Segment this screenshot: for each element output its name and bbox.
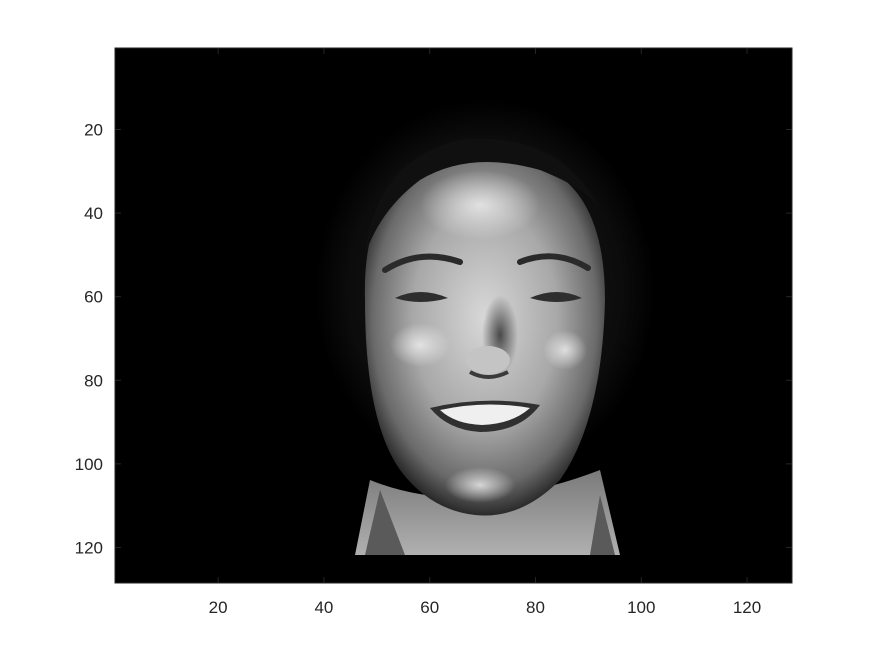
nostrils: [469, 370, 509, 379]
right-eyebrow: [517, 253, 591, 271]
y-tick-label: 20: [84, 121, 103, 140]
x-axis-ticks: 20 40 60 80 100 120: [209, 48, 761, 617]
y-axis-ticks: 20 40 60 80 100 120: [75, 121, 792, 557]
plot-frame: [114, 47, 793, 584]
right-cheek-highlight: [543, 330, 587, 370]
x-tick-label: 40: [314, 598, 333, 617]
y-tick-label: 60: [84, 288, 103, 307]
left-cheek-highlight: [390, 323, 450, 367]
y-tick-label: 100: [75, 455, 103, 474]
x-tick-label: 120: [733, 598, 761, 617]
left-eye: [395, 292, 448, 302]
y-tick-label: 120: [75, 538, 103, 557]
x-tick-label: 100: [627, 598, 655, 617]
collar-shape: [365, 490, 615, 555]
hair-fringe: [365, 138, 600, 255]
face-image: [315, 100, 655, 555]
right-eye: [530, 292, 582, 302]
left-eyebrow: [382, 253, 463, 273]
x-tick-label: 20: [209, 598, 228, 617]
x-tick-label: 60: [420, 598, 439, 617]
y-tick-label: 80: [84, 371, 103, 390]
x-tick-label: 80: [526, 598, 545, 617]
forehead-highlight: [420, 170, 540, 240]
nose-tip: [466, 346, 510, 374]
image-plot-area: [114, 47, 793, 584]
teeth: [440, 404, 530, 425]
chin-highlight: [445, 467, 515, 503]
y-tick-label: 40: [84, 204, 103, 223]
